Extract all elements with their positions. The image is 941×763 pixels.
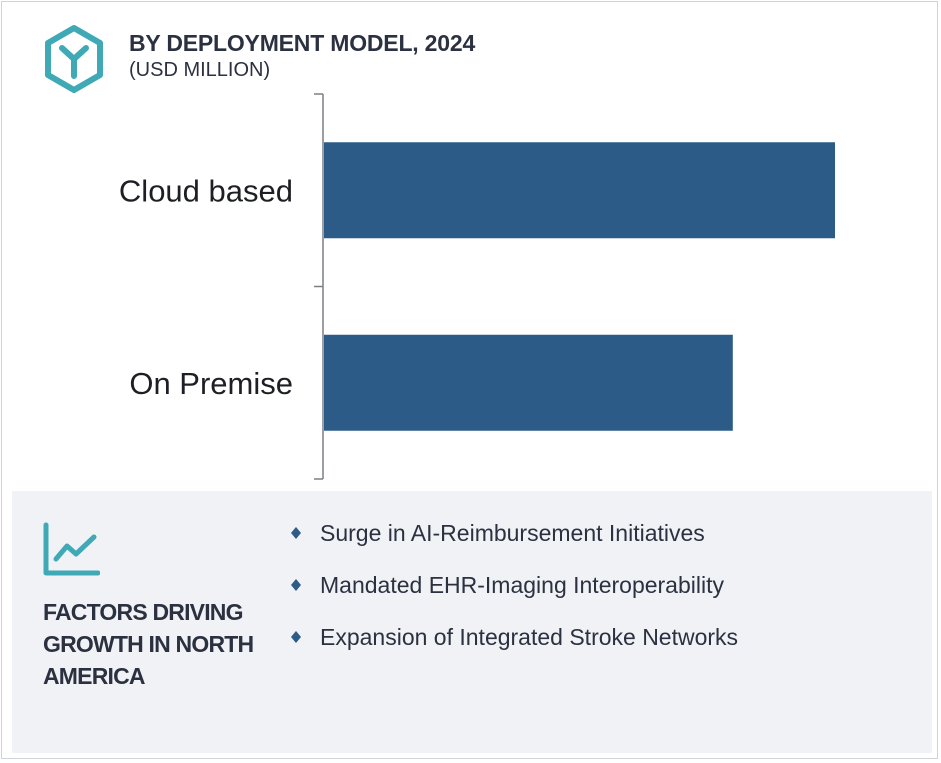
bar-chart: Cloud based On Premise <box>119 93 835 480</box>
diamond-bullet-icon <box>291 527 301 539</box>
factors-heading: FACTORS DRIVING GROWTH IN NORTH AMERICA <box>43 599 254 689</box>
chart-subtitle: (USD MILLION) <box>129 59 271 81</box>
diamond-bullet-icon <box>291 579 301 591</box>
factor-text: Surge in AI-Reimbursement Initiatives <box>320 520 705 546</box>
bar <box>324 142 835 239</box>
category-label: On Premise <box>129 366 293 401</box>
factor-text: Expansion of Integrated Stroke Networks <box>320 624 739 650</box>
bar <box>324 334 733 431</box>
factor-text: Mandated EHR-Imaging Interoperability <box>320 572 724 598</box>
factor-item: Expansion of Integrated Stroke Networks <box>288 622 738 674</box>
factors-panel: FACTORS DRIVING GROWTH IN NORTH AMERICA … <box>12 491 932 753</box>
hexagon-y-logo-icon <box>45 25 103 93</box>
factors-list: Surge in AI-Reimbursement Initiatives Man… <box>288 518 738 674</box>
diamond-bullet-icon <box>291 631 301 643</box>
factor-item: Mandated EHR-Imaging Interoperability <box>288 570 738 622</box>
chart-title: BY DEPLOYMENT MODEL, 2024 <box>129 30 476 56</box>
factor-item: Surge in AI-Reimbursement Initiatives <box>288 518 738 570</box>
line-trend-icon <box>43 522 100 576</box>
category-label: Cloud based <box>119 173 293 208</box>
